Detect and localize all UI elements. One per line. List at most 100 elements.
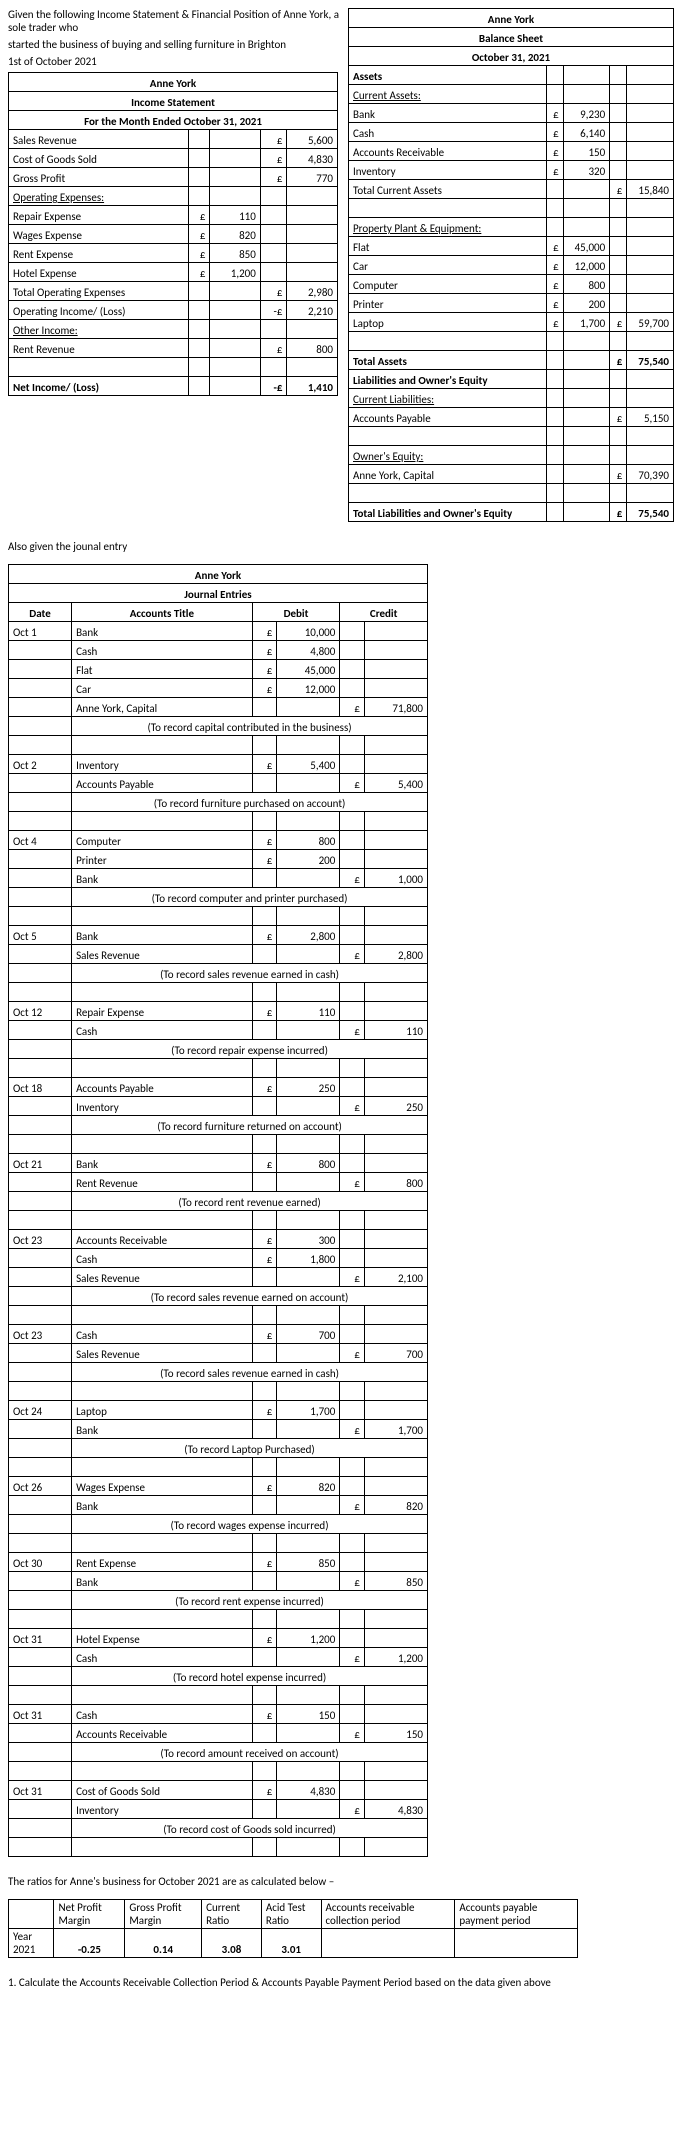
col-credit: Credit <box>340 603 428 622</box>
credit-value <box>364 831 427 850</box>
debit-currency <box>252 774 277 793</box>
debit-currency: £ <box>252 1002 277 1021</box>
journal-note: (To record rent expense incurred) <box>72 1591 428 1610</box>
cur: -£ <box>260 377 287 396</box>
credit-value <box>364 1078 427 1097</box>
val: 75,540 <box>627 503 674 522</box>
debit-currency <box>252 1648 277 1667</box>
row-label: Rent Revenue <box>9 339 189 358</box>
debit-value: 700 <box>277 1325 340 1344</box>
debit-value: 820 <box>277 1477 340 1496</box>
journal-account: Cash <box>72 1249 253 1268</box>
balance-date: October 31, 2021 <box>349 47 674 66</box>
journal-account: Bank <box>72 1154 253 1173</box>
debit-currency: £ <box>252 831 277 850</box>
journal-note: (To record wages expense incurred) <box>72 1515 428 1534</box>
row-label: Gross Profit <box>9 168 189 187</box>
credit-value <box>364 1002 427 1021</box>
oe-head: Owner's Equity: <box>349 446 547 465</box>
journal-note: (To record Laptop Purchased) <box>72 1439 428 1458</box>
assets-head: Assets <box>349 66 547 85</box>
credit-currency: £ <box>340 869 365 888</box>
ratio-value: 3.01 <box>261 1929 321 1958</box>
debit-currency: £ <box>252 1629 277 1648</box>
intro-line1: Given the following Income Statement & F… <box>8 8 340 34</box>
ratio-table: Net Profit MarginGross Profit MarginCurr… <box>8 1899 578 1958</box>
val: 1,200 <box>210 263 260 282</box>
journal-note: (To record hotel expense incurred) <box>72 1667 428 1686</box>
cur: £ <box>260 149 287 168</box>
credit-value <box>364 622 427 641</box>
journal-note: (To record sales revenue earned in cash) <box>72 1363 428 1382</box>
row-label: Laptop <box>349 313 547 332</box>
journal-account: Sales Revenue <box>72 1344 253 1363</box>
val: 4,830 <box>287 149 338 168</box>
credit-value: 2,800 <box>364 945 427 964</box>
credit-currency: £ <box>340 1648 365 1667</box>
credit-value <box>364 1230 427 1249</box>
cur: £ <box>546 142 563 161</box>
income-period: For the Month Ended October 31, 2021 <box>9 111 338 130</box>
col-account: Accounts Title <box>72 603 253 622</box>
journal-date: Oct 24 <box>9 1401 72 1420</box>
journal-title: Journal Entries <box>9 584 428 603</box>
debit-value: 2,800 <box>277 926 340 945</box>
credit-value: 71,800 <box>364 698 427 717</box>
question-text: 1. Calculate the Accounts Receivable Col… <box>8 1976 670 1989</box>
journal-intro: Also given the jounal entry <box>8 540 670 553</box>
credit-currency: £ <box>340 1097 365 1116</box>
credit-currency: £ <box>340 1268 365 1287</box>
credit-currency <box>340 679 365 698</box>
cur: £ <box>260 282 287 301</box>
cur: -£ <box>260 301 287 320</box>
debit-value <box>277 1572 340 1591</box>
journal-date <box>9 1249 72 1268</box>
val: 110 <box>210 206 260 225</box>
ratio-header: Gross Profit Margin <box>125 1900 202 1929</box>
debit-value <box>277 1648 340 1667</box>
debit-value: 4,800 <box>277 641 340 660</box>
balance-company: Anne York <box>349 9 674 28</box>
debit-currency <box>252 1173 277 1192</box>
credit-currency <box>340 1249 365 1268</box>
journal-date: Oct 2 <box>9 755 72 774</box>
journal-date <box>9 1344 72 1363</box>
debit-value <box>277 1173 340 1192</box>
journal-account: Bank <box>72 1496 253 1515</box>
journal-account: Cash <box>72 1648 253 1667</box>
credit-value <box>364 1154 427 1173</box>
journal-date: Oct 12 <box>9 1002 72 1021</box>
journal-note: (To record capital contributed in the bu… <box>72 717 428 736</box>
val: 45,000 <box>563 237 610 256</box>
journal-date: Oct 23 <box>9 1230 72 1249</box>
debit-currency: £ <box>252 660 277 679</box>
debit-value: 300 <box>277 1230 340 1249</box>
journal-date: Oct 18 <box>9 1078 72 1097</box>
journal-note: (To record amount received on account) <box>72 1743 428 1762</box>
credit-value <box>364 1325 427 1344</box>
journal-note: (To record sales revenue earned on accou… <box>72 1287 428 1306</box>
cur: £ <box>610 180 627 199</box>
debit-currency: £ <box>252 755 277 774</box>
journal-account: Repair Expense <box>72 1002 253 1021</box>
debit-value: 1,200 <box>277 1629 340 1648</box>
row-label: Cost of Goods Sold <box>9 149 189 168</box>
credit-value <box>364 1249 427 1268</box>
credit-value: 700 <box>364 1344 427 1363</box>
credit-value <box>364 755 427 774</box>
journal-date <box>9 1724 72 1743</box>
debit-value: 1,700 <box>277 1401 340 1420</box>
credit-currency <box>340 850 365 869</box>
journal-date <box>9 869 72 888</box>
credit-currency <box>340 1705 365 1724</box>
val: 150 <box>563 142 610 161</box>
journal-account: Inventory <box>72 755 253 774</box>
debit-value: 1,800 <box>277 1249 340 1268</box>
journal-account: Anne York, Capital <box>72 698 253 717</box>
val: 2,980 <box>287 282 338 301</box>
debit-currency: £ <box>252 1477 277 1496</box>
row-label: Flat <box>349 237 547 256</box>
balance-title: Balance Sheet <box>349 28 674 47</box>
debit-currency <box>252 1420 277 1439</box>
debit-currency <box>252 1344 277 1363</box>
